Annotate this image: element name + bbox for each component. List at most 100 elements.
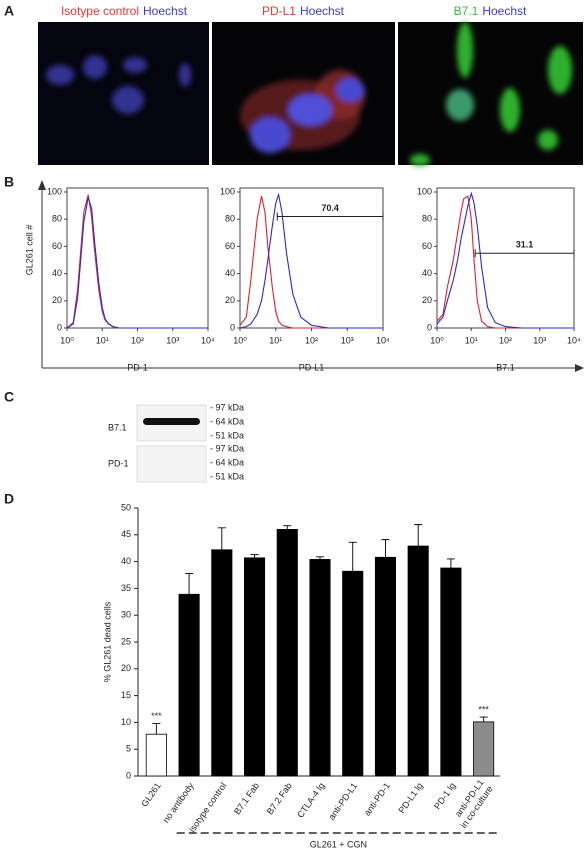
y-tick-label: 100 (220, 186, 235, 196)
y-tick-label: 5 (126, 744, 131, 754)
stain-label: PD-L1 (262, 4, 296, 18)
gate-label: 31.1 (516, 240, 534, 250)
bar (211, 549, 233, 777)
bar (145, 733, 167, 777)
bar (178, 593, 200, 777)
y-tick-label: 20 (225, 295, 235, 305)
x-tick-label: no antibody (161, 780, 196, 824)
stain-label: B7.1 (454, 4, 479, 18)
y-tick-label: 45 (121, 529, 131, 539)
y-tick-label: 50 (121, 502, 131, 512)
x-axis-label: PD-L1 (299, 362, 325, 372)
marker-label: - 51 kDa (210, 471, 244, 481)
y-tick-label: 20 (422, 295, 432, 305)
histogram-curve (66, 194, 208, 329)
marker-label: - 97 kDa (210, 443, 244, 453)
y-tick-label: 40 (225, 268, 235, 278)
y-axis-label: GL261 cell # (24, 225, 34, 276)
micrograph-title: Isotype control Hoechst (61, 4, 188, 18)
x-tick-label: 10⁰ (430, 335, 444, 345)
y-tick-label: 40 (52, 268, 62, 278)
x-tick-label: GL261 (139, 781, 163, 809)
bar (407, 545, 429, 777)
y-tick-label: 20 (121, 663, 131, 673)
x-tick-label: 10³ (341, 335, 354, 345)
panel-label: C (4, 389, 14, 405)
marker-label: - 51 kDa (210, 430, 244, 440)
gate-label: 70.4 (321, 203, 339, 213)
plot-frame (66, 187, 209, 329)
x-tick-label: B7.1 Fab (232, 781, 261, 817)
x-tick-label: anti-PD-1 (362, 781, 392, 818)
error-bar (381, 539, 390, 558)
histogram-curve (66, 197, 208, 329)
histogram-curve (239, 195, 383, 329)
x-tick-label: PD-L1 lg (396, 781, 424, 815)
panel-label: B (4, 174, 14, 190)
y-tick-label: 40 (422, 268, 432, 278)
x-tick-label: 10¹ (269, 335, 282, 345)
marker-label: - 64 kDa (210, 457, 244, 467)
stain-label: Hoechst (300, 4, 345, 18)
y-tick-label: 0 (427, 322, 432, 332)
x-tick-label: 10⁴ (567, 335, 581, 345)
axis-arrows (38, 180, 584, 372)
x-axis-label: PD-1 (127, 362, 148, 372)
panel-label: A (4, 3, 14, 19)
blot-label: PD-1 (108, 458, 129, 468)
error-bar (185, 572, 194, 595)
x-tick-label: PD-1 lg (432, 781, 457, 811)
x-tick-label: B7.2 Fab (265, 781, 294, 817)
micrograph (398, 22, 583, 166)
y-tick-label: 60 (225, 241, 235, 251)
stain-label: Isotype control (61, 4, 139, 18)
y-tick-label: 100 (47, 186, 62, 196)
blot-label: B7.1 (108, 422, 127, 432)
stain-label: Hoechst (143, 4, 188, 18)
x-axis-label: B7.1 (496, 362, 515, 372)
bar (309, 559, 331, 777)
histogram-curve (436, 195, 574, 329)
micrograph (212, 22, 395, 165)
stain-label: Hoechst (482, 4, 527, 18)
y-tick-label: 20 (52, 295, 62, 305)
micrograph (38, 22, 209, 165)
y-tick-label: 60 (422, 241, 432, 251)
group-label: GL261 + CGN (310, 839, 367, 849)
y-tick-label: 30 (121, 610, 131, 620)
marker-label: - 97 kDa (210, 402, 244, 412)
error-bar (250, 554, 259, 558)
y-tick-label: 25 (121, 636, 131, 646)
blot (136, 404, 207, 483)
x-tick-label: anti-PD-L1 (326, 781, 359, 822)
y-tick-label: 0 (57, 322, 62, 332)
panel-label: D (4, 491, 14, 507)
bar (243, 557, 266, 777)
y-tick-label: 15 (121, 690, 131, 700)
bar (276, 529, 298, 777)
y-tick-label: 0 (126, 770, 131, 780)
bar (342, 570, 364, 777)
x-tick-label: 10⁴ (201, 335, 215, 345)
y-tick-label: 80 (225, 214, 235, 224)
y-tick-label: 60 (52, 241, 62, 251)
histogram-curve (436, 191, 574, 329)
significance: *** (151, 711, 162, 721)
x-tick-label: anti-PD-L1in co-culture (450, 778, 495, 830)
error-bar (316, 556, 324, 560)
error-bar (152, 723, 161, 735)
error-bar (479, 716, 488, 722)
y-axis-label: % GL261 dead cells (102, 601, 112, 682)
bar (440, 567, 462, 777)
error-bar (348, 541, 357, 572)
y-tick-label: 10 (121, 717, 131, 727)
significance: *** (478, 704, 489, 714)
error-bar (414, 524, 423, 547)
y-tick-label: 40 (121, 556, 131, 566)
x-tick-label: 10² (499, 335, 512, 345)
histogram-curve (239, 192, 383, 329)
y-tick-label: 80 (52, 214, 62, 224)
bar (374, 556, 396, 777)
